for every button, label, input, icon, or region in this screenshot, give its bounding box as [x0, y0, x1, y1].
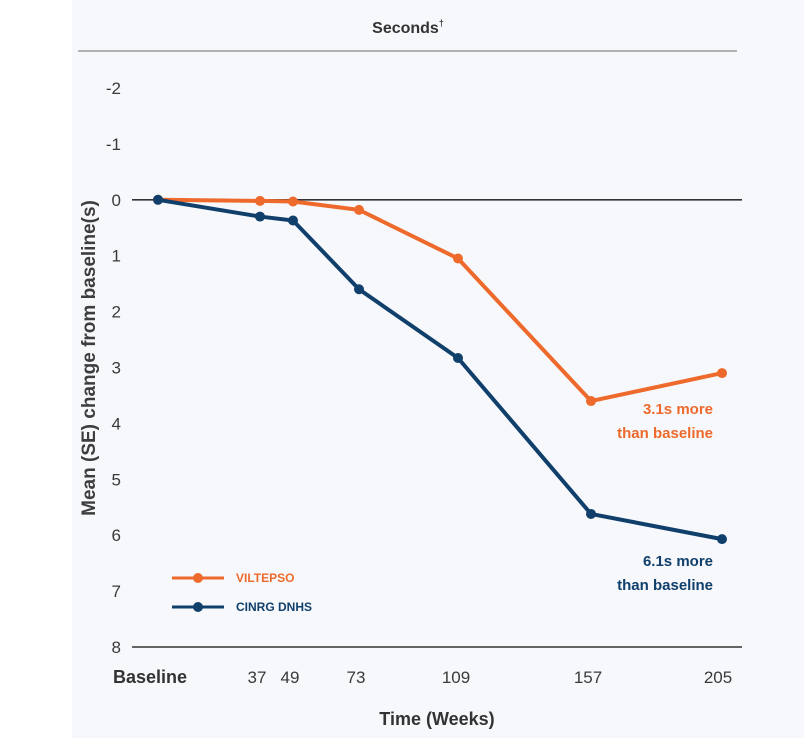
data-point-cinrg-dnhs [586, 508, 596, 519]
annotation-layer: 3.1s more than baseline 6.1s more than base… [617, 401, 713, 594]
y-tick-label: -1 [106, 135, 121, 154]
y-tick-label: 1 [112, 247, 121, 266]
x-tick-label: 109 [442, 668, 470, 687]
data-point-viltepso [453, 253, 463, 264]
legend-item-viltepso: VILTEPSO [172, 571, 294, 585]
y-tick-labels: -2 -1 0 1 2 3 4 5 6 7 8 [106, 79, 121, 657]
annotation-line: 3.1s more [643, 401, 713, 418]
y-tick-label: 5 [112, 470, 121, 489]
chart-title-text: Seconds [372, 20, 439, 37]
chart-panel [72, 0, 804, 738]
y-axis-label: Mean (SE) change from baseline(s) [79, 200, 100, 516]
data-point-cinrg-dnhs [453, 352, 463, 363]
data-point-cinrg-dnhs [354, 284, 364, 295]
data-point-cinrg-dnhs [717, 534, 727, 545]
legend-label: VILTEPSO [236, 571, 294, 585]
series-line-viltepso [156, 197, 724, 404]
legend-swatch-marker [193, 573, 203, 583]
y-tick-label: 2 [112, 303, 121, 322]
series-viltepso [153, 194, 727, 407]
y-tick-label: 3 [112, 359, 121, 378]
y-tick-label: -2 [106, 79, 121, 98]
data-point-viltepso [717, 368, 727, 379]
annotation-line: than baseline [617, 425, 713, 442]
y-tick-label: 6 [112, 526, 121, 545]
series-cinrg-dnhs [153, 194, 727, 545]
data-point-viltepso [288, 196, 298, 207]
y-tick-label: 7 [112, 582, 121, 601]
series-layer [153, 194, 727, 545]
x-tick-label: 37 [248, 668, 267, 687]
x-tick-label-baseline: Baseline [113, 667, 187, 687]
y-tick-label: 8 [112, 638, 121, 657]
x-tick-labels: Baseline 37 49 73 109 157 205 [113, 667, 732, 687]
data-point-viltepso [255, 195, 265, 206]
x-tick-label: 205 [704, 668, 732, 687]
data-point-cinrg-dnhs [153, 194, 163, 205]
annotation-viltepso: 3.1s more than baseline [617, 401, 713, 442]
annotation-line: 6.1s more [643, 553, 713, 570]
legend-label: CINRG DNHS [236, 600, 312, 614]
chart-title: Seconds† [372, 18, 444, 37]
y-tick-label: 0 [112, 191, 121, 210]
chart-title-mark: † [439, 18, 444, 28]
x-axis-label: Time (Weeks) [379, 709, 494, 729]
annotation-cinrg-dnhs: 6.1s more than baseline [617, 553, 713, 594]
legend-item-cinrg-dnhs: CINRG DNHS [172, 600, 312, 614]
x-tick-label: 157 [574, 668, 602, 687]
annotation-line: than baseline [617, 577, 713, 594]
x-tick-label: 49 [281, 668, 300, 687]
data-point-viltepso [354, 204, 364, 215]
data-point-cinrg-dnhs [288, 215, 298, 226]
data-point-cinrg-dnhs [255, 211, 265, 222]
data-point-viltepso [586, 396, 596, 407]
legend-swatch-marker [193, 602, 203, 612]
y-tick-label: 4 [112, 414, 121, 433]
legend: VILTEPSO CINRG DNHS [172, 571, 312, 614]
x-tick-label: 73 [347, 668, 366, 687]
